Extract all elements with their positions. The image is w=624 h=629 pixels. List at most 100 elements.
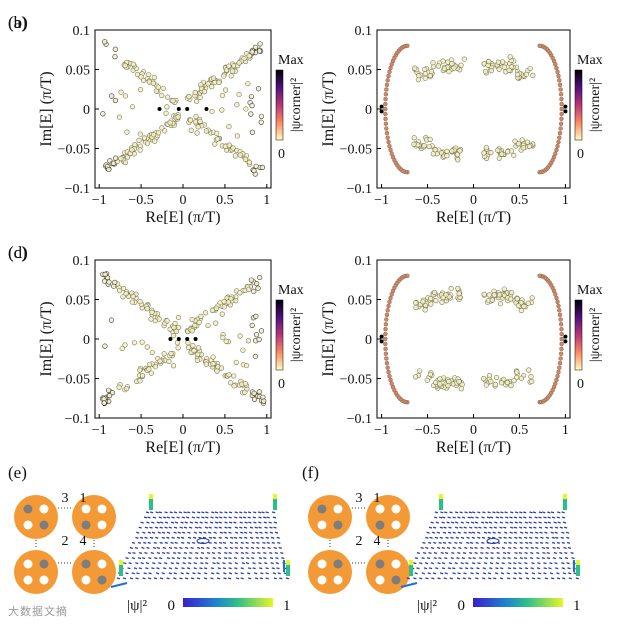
- arc-point: [557, 308, 562, 313]
- cloud-point: [225, 299, 231, 305]
- panel-label: (f): [302, 463, 319, 482]
- arc-point: [557, 312, 563, 318]
- cloud-point: [504, 379, 510, 386]
- colorbar-max-label: Max: [278, 283, 304, 298]
- cloud-point: [174, 340, 181, 346]
- lattice-dash: [474, 521, 479, 524]
- arc-point: [554, 65, 559, 71]
- lattice-dash: [244, 536, 248, 539]
- cloud-point: [171, 332, 177, 339]
- lattice-dash: [454, 526, 459, 529]
- lattice-dash: [235, 531, 239, 534]
- site-label: 4: [374, 534, 381, 549]
- arc-point: [559, 346, 564, 352]
- lattice-dash: [489, 526, 493, 529]
- cloud-point: [527, 65, 533, 72]
- cloud-point: [224, 67, 230, 73]
- lattice-dash: [558, 557, 563, 560]
- cloud-point: [159, 92, 165, 98]
- lattice-dash: [495, 567, 499, 570]
- cloud-point: [130, 293, 136, 299]
- lattice-dash: [129, 577, 134, 580]
- lattice-dash: [131, 557, 136, 560]
- lattice-dash: [240, 531, 244, 534]
- cloud-point: [185, 340, 191, 346]
- cloud-point: [205, 322, 211, 329]
- corner-state-point: [185, 337, 190, 341]
- lattice-dash: [274, 531, 279, 534]
- arc-point: [383, 116, 388, 122]
- cloud-point: [144, 140, 151, 146]
- lattice-dash: [178, 511, 183, 514]
- cloud-point: [231, 383, 237, 389]
- lattice-dash: [164, 526, 168, 529]
- cloud-point: [173, 328, 179, 334]
- x-tick-label: 0: [470, 423, 477, 438]
- lattice-dash: [509, 521, 514, 524]
- lattice-dash: [147, 531, 152, 534]
- cloud-point: [223, 87, 229, 93]
- cloud-point: [164, 104, 170, 110]
- cloud-point: [417, 368, 423, 374]
- panel-label: (b): [8, 13, 28, 32]
- cloud-point: [226, 372, 232, 378]
- cloud-point: [446, 68, 452, 75]
- lattice-dash: [228, 567, 232, 570]
- lattice-dash: [276, 536, 280, 539]
- corner-bar: [439, 494, 443, 510]
- cloud-point: [137, 298, 143, 305]
- arc-point: [555, 373, 560, 379]
- lattice-dash: [246, 557, 250, 560]
- lattice-dash: [553, 551, 558, 555]
- lattice-dash: [180, 536, 185, 539]
- lattice-dash: [166, 531, 171, 534]
- corner-bar-top: [273, 494, 277, 499]
- lattice-dash: [233, 521, 237, 524]
- lattice-dash: [234, 516, 238, 519]
- cloud-point: [157, 358, 163, 364]
- lattice-dash: [168, 526, 172, 529]
- lattice-dash: [567, 567, 571, 570]
- lattice-dash: [152, 562, 156, 565]
- lattice-dash: [228, 562, 232, 565]
- arc-point: [559, 116, 564, 122]
- lattice-dash: [485, 521, 489, 524]
- cloud-point: [113, 155, 119, 161]
- cloud-point: [111, 283, 117, 289]
- lattice-dash: [475, 516, 479, 519]
- lattice-dash: [173, 531, 177, 534]
- lattice-dash: [193, 562, 197, 565]
- lattice-dash: [228, 521, 233, 524]
- lattice-dash: [199, 567, 203, 570]
- axes-frame: [376, 259, 571, 419]
- site-dot: [81, 520, 91, 530]
- cloud-point: [422, 66, 428, 72]
- lattice-dash: [519, 526, 523, 529]
- cloud-point: [248, 277, 255, 283]
- lattice-dash: [447, 531, 452, 534]
- site-dot: [23, 575, 33, 585]
- x-tick-label: −1: [374, 423, 389, 438]
- lattice-dash: [179, 577, 183, 580]
- arc-point: [558, 126, 563, 131]
- cloud-point: [144, 306, 150, 312]
- cloud-point: [237, 333, 243, 339]
- lattice-dash: [240, 567, 244, 570]
- cloud-point: [194, 357, 200, 363]
- lattice-dash: [518, 572, 522, 575]
- cloud-point: [129, 147, 135, 153]
- cloud-point: [117, 288, 123, 294]
- lattice-dash: [177, 531, 181, 534]
- cloud-point: [257, 41, 263, 47]
- cloud-point: [455, 157, 461, 163]
- lattice-dash: [208, 526, 212, 529]
- cloud-point: [258, 113, 265, 120]
- arc-point: [557, 78, 562, 83]
- corner-bar: [273, 494, 277, 510]
- lattice-dash: [565, 531, 570, 534]
- lattice-dash: [422, 551, 427, 555]
- lattice-dash: [486, 516, 491, 519]
- cloud-point: [249, 49, 255, 55]
- lattice-dash: [538, 521, 542, 524]
- lattice-dash: [180, 521, 184, 524]
